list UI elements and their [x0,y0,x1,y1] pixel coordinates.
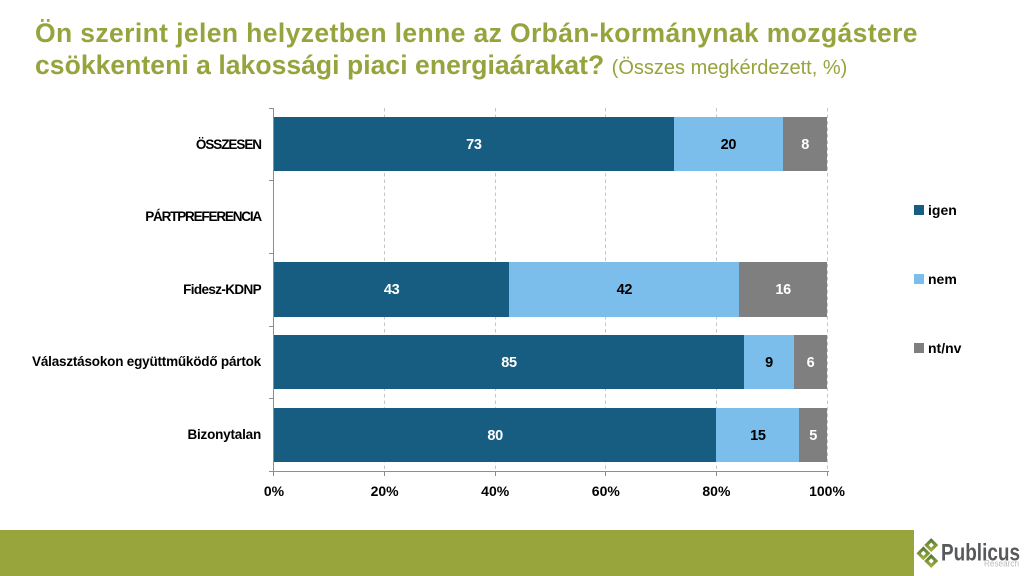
svg-text:Publicus: Publicus [941,539,1020,566]
svg-text:Research: Research [984,559,1019,569]
